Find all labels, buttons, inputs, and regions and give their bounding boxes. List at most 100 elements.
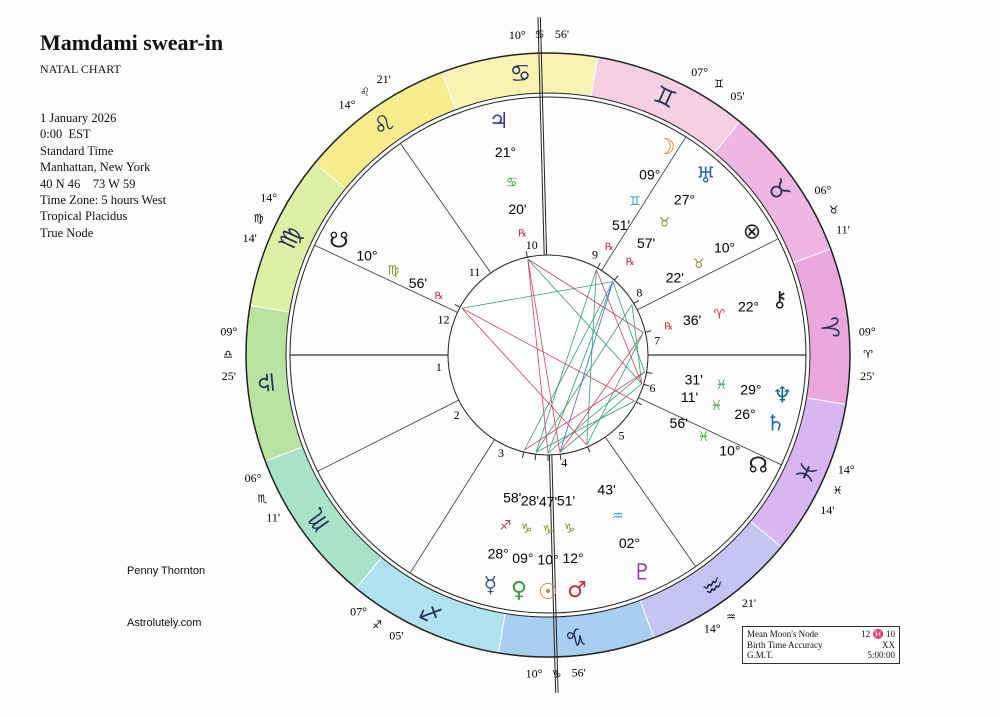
cusp-minutes: 25' [222, 369, 236, 383]
info-row: Birth Time Accuracy XX [747, 640, 895, 651]
planet-degree: 10° [356, 247, 377, 263]
planet-minutes: 11' [681, 389, 698, 405]
planet-sign: ♉ [693, 257, 705, 272]
cusp-minutes: 56' [572, 665, 586, 679]
cusp-degree: 06° [245, 471, 262, 485]
planet-tick [636, 401, 642, 406]
planet-minutes: 22' [666, 269, 684, 285]
planet-sign: ♓ [715, 378, 727, 393]
info-line: 0:00 EST [40, 127, 91, 142]
planet-degree: 21° [495, 144, 516, 160]
planet-glyph: ☽ [656, 135, 676, 160]
wheel-circle [447, 254, 649, 456]
planet-tick [521, 451, 525, 458]
cusp-minutes: 56' [555, 27, 569, 41]
planet-glyph: ♀ [511, 578, 527, 603]
retrograde: ℞ [435, 291, 444, 302]
planet-sign: ♑ [542, 524, 554, 539]
aspect-line [596, 269, 643, 384]
planet-glyph: ☉ [538, 580, 558, 605]
info-label: Mean Moon's Node [747, 629, 819, 639]
author: Penny Thornton [127, 565, 206, 577]
house-number: 11 [469, 265, 481, 279]
cusp-sign: ♎ [223, 348, 233, 361]
cusp-minutes: 11' [836, 223, 850, 237]
planet-degree: 09° [639, 167, 660, 183]
planet-tick [596, 262, 601, 269]
aspect-line [612, 281, 645, 373]
cusp-minutes: 25' [860, 369, 874, 383]
house-cusp [638, 397, 782, 466]
planet-sign: ♓ [710, 399, 722, 414]
cusp-sign: ♏ [257, 492, 267, 505]
planet-glyph: ♇ [632, 561, 652, 586]
planet-tick [454, 303, 461, 308]
planet-minutes: 57' [637, 235, 655, 251]
planet-degree: 10° [714, 240, 735, 256]
website: Astrolutely.com [127, 617, 202, 629]
wheel-circle [285, 92, 811, 618]
planet-minutes: 56' [670, 415, 688, 431]
planet-sign: ♓ [698, 430, 710, 445]
aspect-line [631, 304, 643, 384]
planet-glyph: ♅ [696, 164, 716, 189]
aspect-line [524, 371, 645, 451]
cusp-sign: ♊ [714, 78, 724, 91]
house-cusp [317, 399, 459, 472]
planet-glyph: ⚷ [772, 288, 788, 313]
house-number: 12 [438, 312, 450, 326]
house-number: 5 [618, 429, 624, 443]
info-box: Mean Moon's Node 12 ♓ 10 Birth Time Accura… [742, 626, 900, 664]
cusp-minutes: 14' [243, 231, 257, 245]
planet-degree: 10° [719, 442, 740, 458]
retrograde: ℞ [664, 322, 673, 333]
planet-glyph: ♂ [567, 578, 587, 603]
planet-minutes: 36' [683, 312, 701, 328]
planet-sign: ♈ [714, 307, 726, 322]
planet-glyph: ♄ [766, 412, 786, 437]
aspect-line [559, 281, 614, 453]
mc-ic-axis [539, 17, 548, 256]
sign-glyph: ♈ [815, 315, 845, 339]
cusp-degree: 09° [220, 324, 237, 338]
info-label: G.M.T. [747, 650, 774, 660]
cusp-degree: 09° [859, 324, 876, 338]
cusp-degree: 14° [339, 98, 356, 112]
info-label: Birth Time Accuracy [747, 639, 823, 650]
planet-degree: 26° [734, 406, 755, 422]
cusp-degree: 14° [260, 191, 277, 205]
planet-minutes: 56' [409, 275, 427, 291]
info-row: Mean Moon's Node 12 ♓ 10 [747, 629, 895, 640]
aspect-line [535, 304, 633, 453]
planet-tick [645, 330, 652, 333]
cusp-minutes: 05' [730, 89, 744, 103]
planet-tick [559, 454, 562, 461]
cusp-minutes: 21' [377, 72, 391, 86]
sign-glyph: ♎ [251, 370, 281, 394]
chart-title: Mamdami swear-in [40, 30, 224, 55]
info-row: G.M.T. 5:00:00 [747, 650, 895, 661]
planet-degree: 02° [619, 535, 640, 551]
house-number: 1 [436, 360, 442, 374]
house-number: 4 [561, 456, 567, 470]
cusp-degree: 14° [838, 462, 855, 476]
aspect-line [586, 332, 644, 446]
aspect-line [547, 281, 614, 454]
planet-degree: 22° [738, 299, 759, 315]
cusp-sign: ♒ [726, 610, 736, 623]
retrograde: ℞ [626, 257, 635, 268]
planet-sign: ♑ [564, 522, 576, 537]
sign-glyph: ♑ [563, 622, 587, 652]
planet-degree: 27° [674, 191, 695, 207]
house-number: 3 [498, 446, 504, 460]
planet-degree: 12° [563, 550, 584, 566]
cusp-sign: ♉ [829, 204, 839, 217]
house-cusp [637, 238, 779, 311]
planet-sign: ♋ [506, 175, 518, 190]
planet-tick [534, 454, 537, 461]
house-number: 2 [454, 408, 460, 422]
cusp-degree: 10° [526, 666, 543, 680]
planet-tick [643, 383, 650, 387]
info-line: True Node [40, 225, 94, 240]
planet-degree: 29° [740, 381, 761, 397]
